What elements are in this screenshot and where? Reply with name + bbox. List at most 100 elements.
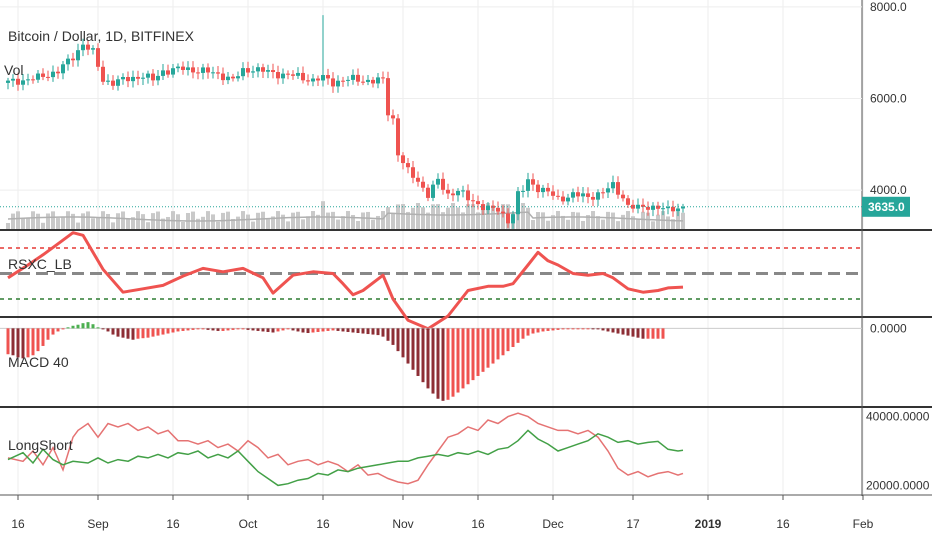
volume-bar — [396, 204, 400, 229]
macd-bar — [156, 328, 160, 336]
volume-bar — [556, 211, 560, 229]
macd-bar — [131, 328, 135, 340]
volume-bar — [281, 214, 285, 229]
volume-bar — [626, 211, 630, 229]
volume-bar — [111, 222, 115, 229]
macd-bar — [331, 328, 335, 331]
volume-bar — [616, 221, 620, 229]
volume-bar — [461, 212, 465, 229]
volume-bar — [451, 203, 455, 229]
macd-bar — [301, 328, 305, 333]
volume-legend: Vol — [4, 62, 24, 78]
candle-body — [666, 206, 670, 209]
volume-bar — [651, 221, 655, 229]
macd-bar — [336, 328, 340, 331]
volume-bar — [671, 219, 675, 229]
volume-bar — [21, 217, 25, 229]
volume-bar — [246, 214, 250, 229]
candle-body — [241, 68, 245, 77]
candle-body — [421, 181, 425, 188]
rsxc-legend: RSXC_LB — [8, 256, 72, 272]
volume-bar — [101, 211, 105, 229]
macd-bar — [451, 328, 455, 397]
candle-body — [31, 79, 35, 81]
volume-bar — [596, 216, 600, 229]
candle-body — [391, 115, 395, 119]
candle-body — [291, 74, 295, 76]
volume-bar — [141, 214, 145, 229]
volume-bar — [81, 213, 85, 229]
candle-body — [91, 48, 95, 50]
volume-bar — [341, 216, 345, 229]
volume-bar — [26, 217, 30, 229]
volume-bar — [311, 211, 315, 229]
volume-bar — [206, 211, 210, 229]
candle-body — [396, 118, 400, 156]
volume-bar — [211, 214, 215, 229]
volume-bar — [66, 211, 70, 229]
macd-bar — [361, 328, 365, 334]
macd-bar — [441, 328, 445, 401]
macd-bar — [421, 328, 425, 383]
candle-body — [436, 178, 440, 185]
candle-body — [551, 191, 555, 196]
macd-bar — [466, 328, 470, 385]
candle-body — [156, 75, 160, 81]
time-axis-label-5: Nov — [392, 517, 413, 531]
macd-bar — [316, 328, 320, 332]
volume-bar — [271, 216, 275, 229]
candle-body — [316, 78, 320, 81]
macd-bar — [436, 328, 440, 399]
candle-body — [461, 190, 465, 192]
volume-bar — [61, 217, 65, 229]
candle-body — [351, 74, 355, 80]
macd-bar — [56, 328, 60, 332]
macd-bar — [496, 328, 500, 360]
volume-bar — [41, 222, 45, 229]
candle-body — [556, 195, 560, 197]
candle-body — [601, 192, 605, 194]
macd-bar — [651, 328, 655, 339]
macd-bar — [141, 328, 145, 339]
candle-body — [561, 196, 565, 202]
volume-bar — [641, 211, 645, 229]
candle-body — [511, 214, 515, 224]
volume-bar — [541, 212, 545, 229]
macd-bar — [201, 328, 205, 330]
volume-bar — [646, 212, 650, 229]
macd-bar — [511, 328, 515, 347]
macd-bar — [351, 328, 355, 333]
candle-body — [406, 163, 410, 168]
macd-bar — [101, 328, 105, 330]
macd-bar — [106, 328, 110, 332]
volume-bar — [526, 207, 530, 229]
candle-body — [506, 213, 510, 224]
candle-body — [411, 167, 415, 178]
macd-bar — [266, 328, 270, 332]
volume-bar — [546, 220, 550, 229]
candle-body — [301, 72, 305, 81]
volume-bar — [161, 218, 165, 229]
volume-bar — [321, 201, 325, 229]
macd-bar — [291, 328, 295, 331]
volume-bar — [681, 212, 685, 229]
macd-bar — [191, 328, 195, 330]
candle-body — [216, 72, 220, 74]
macd-bar — [161, 328, 165, 335]
candle-body — [341, 80, 345, 82]
candle-body — [131, 76, 135, 82]
macd-bar — [576, 328, 580, 330]
candle-body — [681, 206, 685, 209]
macd-bar — [181, 328, 185, 331]
candle-body — [416, 177, 420, 182]
candle-body — [106, 80, 110, 82]
volume-bar — [591, 211, 595, 229]
candle-body — [486, 205, 490, 211]
candle-body — [206, 67, 210, 73]
candle-body — [521, 190, 525, 192]
macd-bar — [246, 328, 250, 330]
volume-bar — [601, 219, 605, 229]
candle-body — [221, 73, 225, 81]
candle-body — [166, 70, 170, 75]
candle-body — [261, 67, 265, 72]
